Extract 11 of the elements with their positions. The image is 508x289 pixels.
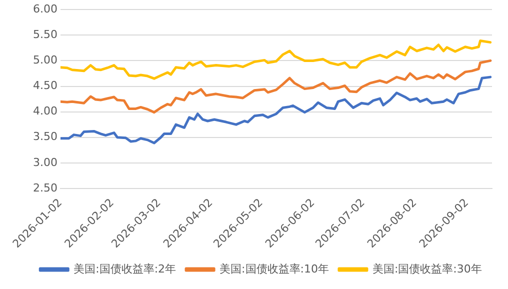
y-tick-label: 2.50 xyxy=(32,181,58,194)
y-tick-label: 5.00 xyxy=(32,54,58,67)
y-tick-label: 4.00 xyxy=(32,104,58,118)
legend-label: 美国:国债收益率:30年 xyxy=(372,262,482,276)
y-tick-label: 5.50 xyxy=(32,28,58,42)
legend-label: 美国:国债收益率:10年 xyxy=(220,262,329,276)
y-tick-label: 3.50 xyxy=(32,130,58,144)
y-tick-label: 6.00 xyxy=(32,2,58,16)
legend-label: 美国:国债收益率:2年 xyxy=(74,262,176,276)
y-tick-label: 3.00 xyxy=(32,156,58,169)
y-tick-label: 4.50 xyxy=(32,79,58,92)
